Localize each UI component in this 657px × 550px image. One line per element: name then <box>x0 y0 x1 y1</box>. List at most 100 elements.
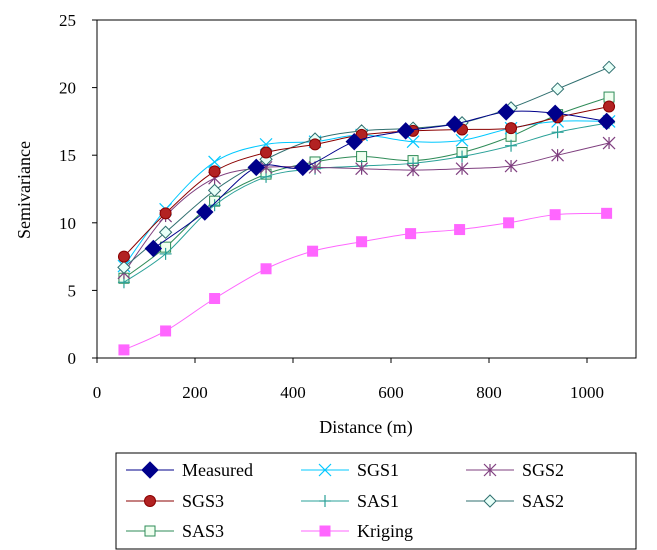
legend-label: Measured <box>182 460 253 480</box>
x-tick-label: 800 <box>476 383 502 402</box>
legend-box <box>115 452 637 550</box>
x-tick-label: 1000 <box>570 383 604 402</box>
data-point-sgs2 <box>355 162 369 176</box>
legend-marker-sas1 <box>319 495 331 507</box>
data-point-kriging <box>356 236 368 248</box>
y-tick-label: 15 <box>59 146 76 165</box>
data-point-kriging <box>118 344 130 356</box>
legend-item-sgs2: SGS2 <box>466 460 564 480</box>
legend-marker-kriging <box>319 525 331 537</box>
data-point-kriging <box>454 224 466 236</box>
legend-marker-sas2 <box>483 494 497 508</box>
axes: 0 200 400 600 800 1000 0 5 10 15 20 25 <box>59 11 637 402</box>
data-point-sas2 <box>207 183 222 198</box>
data-point-measured <box>345 132 363 151</box>
data-point-sgs1 <box>208 155 222 169</box>
data-point-kriging <box>601 207 613 219</box>
data-point-sgs3 <box>505 122 518 135</box>
data-point-sas1 <box>159 247 172 260</box>
series-measured <box>144 103 616 258</box>
data-point-sgs2 <box>504 159 518 173</box>
plot-area-frame <box>96 19 637 359</box>
y-tick-label: 25 <box>59 11 76 30</box>
data-point-sgs2 <box>602 136 616 150</box>
legend-label: Kriging <box>357 521 413 541</box>
data-point-sgs1 <box>406 135 420 149</box>
x-tick-label: 200 <box>182 383 208 402</box>
y-tick-label: 0 <box>68 349 77 368</box>
data-point-sgs2 <box>455 162 469 176</box>
y-axis-label: Semivariance <box>14 141 34 239</box>
data-point-sgs2 <box>551 148 565 162</box>
data-point-sgs3 <box>309 138 322 151</box>
data-point-sas1 <box>456 150 469 163</box>
data-point-kriging <box>209 293 221 305</box>
data-point-kriging <box>503 217 515 229</box>
legend-label: SGS3 <box>182 491 224 511</box>
data-point-sas2 <box>117 260 131 275</box>
data-point-sgs3 <box>260 146 273 159</box>
y-tick-label: 5 <box>68 281 77 300</box>
data-point-kriging <box>260 263 272 275</box>
data-point-measured <box>144 239 163 258</box>
data-point-sas2 <box>158 225 173 239</box>
x-tick-label: 0 <box>93 383 102 402</box>
legend-marker-sgs1 <box>318 463 332 477</box>
data-point-sgs3 <box>117 250 130 263</box>
data-point-sgs2 <box>406 163 420 177</box>
legend-label: SAS1 <box>357 491 399 511</box>
data-point-sas1 <box>505 139 518 152</box>
legend-label: SGS2 <box>522 460 564 480</box>
legend: Measured SGS1 SGS2 SGS3 SAS1 SAS2 SAS3 Kriging <box>115 452 637 550</box>
series-sas1 <box>117 116 616 289</box>
series-sgs2 <box>117 136 616 280</box>
data-point-measured <box>445 115 464 133</box>
legend-marker-measured <box>141 461 159 479</box>
y-tick-label: 10 <box>59 214 76 233</box>
legend-item-sgs1: SGS1 <box>301 460 399 480</box>
data-point-measured <box>497 103 515 121</box>
legend-item-kriging: Kriging <box>301 521 413 541</box>
data-point-sas2 <box>550 82 565 96</box>
data-point-measured <box>196 203 214 221</box>
series-line-sas1 <box>123 122 610 283</box>
series-line-sgs2 <box>123 142 610 274</box>
data-point-measured <box>546 104 564 122</box>
marker-stroke <box>208 155 222 169</box>
legend-item-sgs3: SGS3 <box>126 491 224 511</box>
data-point-sgs2 <box>308 160 322 174</box>
data-point-measured <box>597 112 616 131</box>
data-point-sgs3 <box>159 207 172 220</box>
series-kriging <box>118 207 613 356</box>
series-line-kriging <box>123 212 607 351</box>
data-point-measured <box>396 122 415 140</box>
legend-marker-sas3 <box>144 525 156 537</box>
data-point-sgs3 <box>208 165 221 178</box>
legend-item-sas3: SAS3 <box>126 521 224 541</box>
series-line-measured <box>153 110 607 249</box>
data-point-kriging <box>405 228 417 240</box>
legend-item-sas1: SAS1 <box>301 491 399 511</box>
marker-stroke <box>318 463 332 477</box>
data-point-kriging <box>307 245 319 257</box>
data-point-sas1 <box>208 199 221 212</box>
data-point-kriging <box>160 325 172 337</box>
legend-label: SAS3 <box>182 521 224 541</box>
data-point-measured <box>247 158 265 177</box>
series-layer <box>117 60 616 356</box>
data-point-sas1 <box>551 126 564 139</box>
data-point-sgs1 <box>455 133 469 147</box>
x-tick-label: 400 <box>280 383 306 402</box>
marker-stroke <box>406 135 420 149</box>
series-sgs1 <box>117 114 616 273</box>
data-point-sas2 <box>602 60 616 75</box>
data-point-kriging <box>549 209 561 221</box>
legend-marker-sgs2 <box>483 463 497 477</box>
legend-marker-sgs3 <box>144 495 156 507</box>
legend-item-measured: Measured <box>126 460 253 480</box>
legend-label: SAS2 <box>522 491 564 511</box>
x-tick-label: 600 <box>378 383 404 402</box>
x-axis-label: Distance (m) <box>319 417 412 438</box>
series-line-sgs3 <box>123 106 610 257</box>
